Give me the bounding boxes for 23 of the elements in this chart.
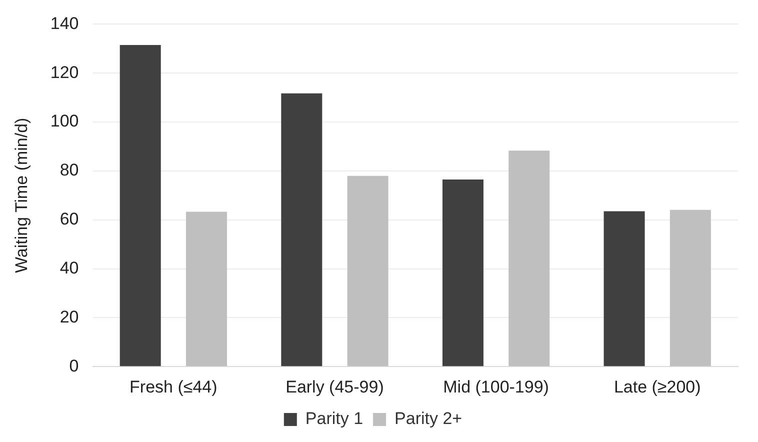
legend-label: Parity 2+ — [394, 409, 462, 428]
y-tick-label: 140 — [50, 14, 79, 33]
bar — [120, 44, 161, 366]
bar — [508, 150, 550, 366]
bar — [442, 180, 484, 366]
legend-label: Parity 1 — [305, 409, 364, 428]
y-tick-label: 40 — [60, 258, 79, 278]
x-tick-label: Mid (100-199) — [443, 377, 549, 396]
x-tick-label: Early (45-99) — [286, 377, 384, 396]
y-tick-label: 20 — [60, 307, 79, 326]
bar — [604, 211, 645, 366]
x-tick-label: Fresh (≤44) — [130, 377, 218, 396]
y-axis-title: Waiting Time (min/d) — [12, 118, 31, 274]
x-tick-label: Late (≥200) — [614, 377, 701, 396]
y-tick-label: 80 — [60, 160, 79, 180]
bar — [670, 210, 711, 366]
bar — [347, 176, 388, 366]
y-tick-label: 100 — [50, 112, 79, 131]
bar — [186, 212, 227, 366]
y-tick-label: 120 — [50, 62, 79, 82]
bar — [281, 93, 322, 366]
y-tick-label: 0 — [69, 356, 79, 376]
y-tick-label: 60 — [60, 210, 79, 229]
